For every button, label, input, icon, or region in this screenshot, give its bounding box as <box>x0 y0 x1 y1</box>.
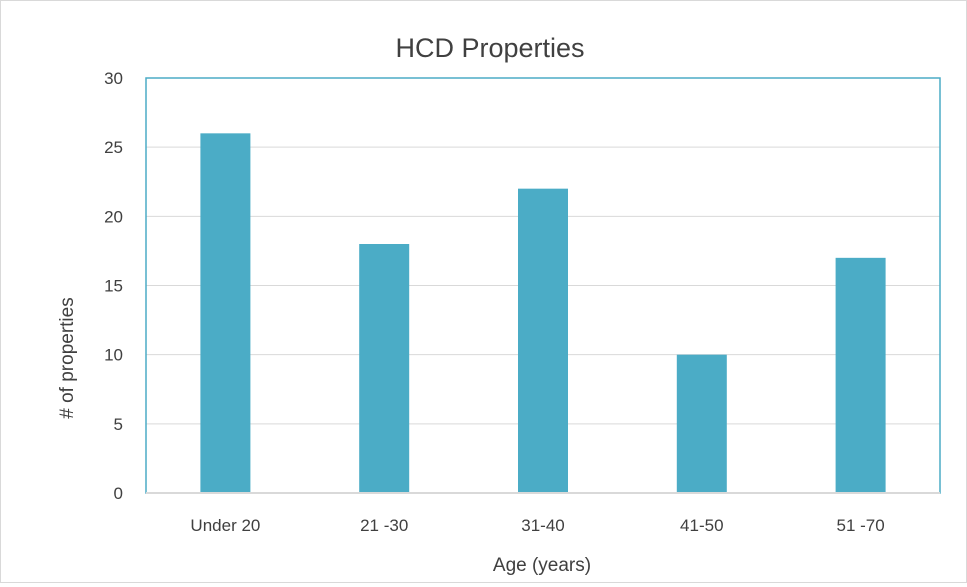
x-tick-label: 41-50 <box>680 516 723 535</box>
y-tick-label: 20 <box>104 207 123 226</box>
x-tick-label: 21 -30 <box>360 516 408 535</box>
y-tick-label: 5 <box>114 415 123 434</box>
bar <box>518 188 568 493</box>
bar <box>359 244 410 493</box>
x-tick-label: Under 20 <box>190 516 260 535</box>
y-tick-label: 0 <box>114 484 123 503</box>
x-tick-label: 31-40 <box>521 516 564 535</box>
x-axis-ticks: Under 20 21 -30 31-40 41-50 51 -70 <box>190 516 884 535</box>
x-tick-label: 51 -70 <box>836 516 884 535</box>
y-tick-label: 30 <box>104 69 123 88</box>
chart-title: HCD Properties <box>395 33 584 63</box>
bars <box>200 133 886 494</box>
y-axis-label: # of properties <box>57 297 78 418</box>
bar <box>676 354 727 493</box>
bar <box>835 257 886 493</box>
y-tick-label: 25 <box>104 138 123 157</box>
y-tick-label: 15 <box>104 277 123 296</box>
x-axis-label: Age (years) <box>493 555 591 576</box>
bar <box>200 133 251 494</box>
y-axis-ticks: 0 5 10 15 20 25 30 <box>104 69 123 503</box>
y-tick-label: 10 <box>104 346 123 365</box>
